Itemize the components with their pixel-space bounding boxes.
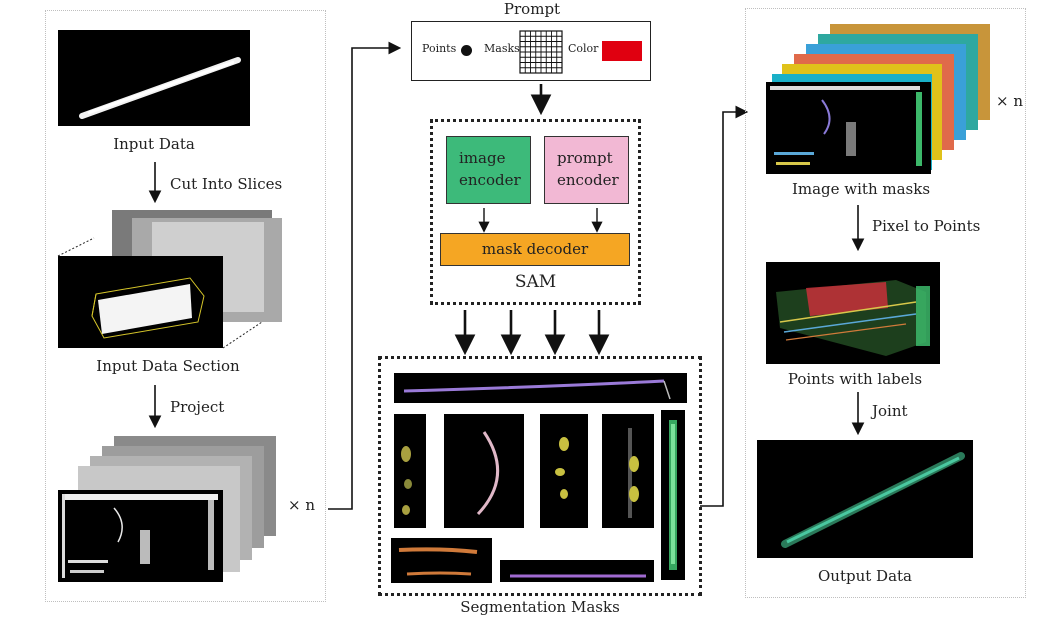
project-label: Project [170,398,225,416]
projection-image [58,490,223,582]
mask-shape [628,428,639,518]
projection-point-cloud [62,494,218,578]
segmentation-box [378,356,702,596]
section-dotted-lines [57,237,263,349]
mask-tile [602,414,654,528]
color-label: Color [568,42,599,55]
image-with-masks-label: Image with masks [791,180,931,198]
mask-tile [540,414,588,528]
cut-into-slices-label: Cut Into Slices [170,175,283,193]
prompt-box: Points Masks Color [411,21,651,81]
input-data-label: Input Data [113,135,195,153]
points-with-labels-label: Points with labels [787,370,923,388]
segmentation-masks-label: Segmentation Masks [460,598,620,616]
projection-stack [58,436,283,584]
points-with-labels-image [766,262,940,364]
input-data-image [58,30,250,126]
joint-label: Joint [872,402,908,420]
mask-tile [661,410,685,580]
mask-shape [510,574,646,578]
mask-decoder: mask decoder [440,233,630,266]
mask-shape [669,420,677,570]
image-encoder: image encoder [446,136,531,204]
mask-grid-icon [519,30,563,74]
masked-point-cloud [770,86,922,166]
mask-tile [394,373,687,403]
output-data-image [757,440,973,558]
image-encoder-label: image encoder [459,149,521,189]
prompt-encoder: prompt encoder [544,136,629,204]
mask-times-n: × n [996,92,1023,110]
input-section-image [58,256,223,348]
mask-tile [444,414,524,528]
mask-tile [394,414,426,528]
section-point-cloud [91,277,205,339]
input-section-stack [56,206,282,354]
mask-shape [555,437,569,499]
prompt-title: Prompt [503,0,561,18]
sam-label: SAM [514,272,557,292]
output-panel [745,8,1026,598]
mask-decoder-label: mask decoder [481,240,589,258]
output-data-label: Output Data [818,567,912,585]
input-panel [45,10,326,602]
mask-shape [403,379,671,400]
pixel-to-points-label: Pixel to Points [872,217,981,235]
masks-label: Masks [484,42,520,55]
mask-tile [391,538,492,583]
mask-tile [500,560,654,582]
points-label: Points [422,42,457,55]
mask-shape [476,431,499,516]
input-data-section-label: Input Data Section [96,357,240,375]
mask-shape [398,547,478,576]
image-with-masks [766,82,931,174]
color-swatch [602,41,642,61]
input-data-point-cloud [79,57,241,119]
point-dot-icon [461,45,472,56]
sam-box [430,119,641,305]
mask-stack [766,24,992,174]
output-point-cloud [781,452,965,548]
prompt-encoder-label: prompt encoder [557,149,619,189]
projection-times-n: × n [288,496,315,514]
mask-shape [401,446,412,515]
labeled-point-cloud [776,280,930,356]
